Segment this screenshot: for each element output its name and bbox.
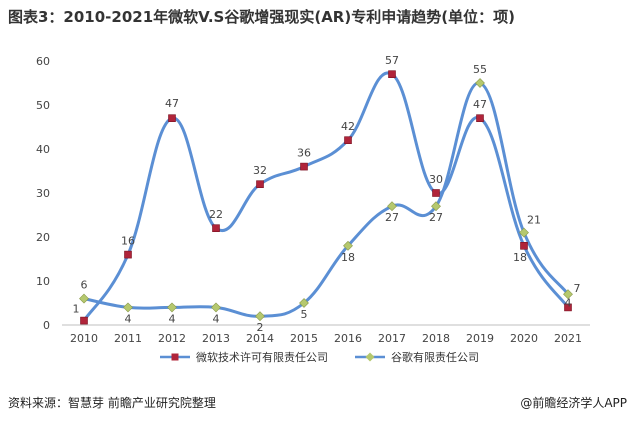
- data-label: 36: [297, 147, 311, 160]
- google-point: [255, 311, 265, 322]
- microsoft-point: [80, 316, 88, 325]
- microsoft-point: [564, 303, 572, 312]
- source-note: 资料来源：智慧芽 前瞻产业研究院整理: [8, 396, 216, 410]
- data-label: 16: [121, 235, 135, 248]
- google-point: [299, 298, 309, 308]
- data-label: 1: [73, 303, 80, 316]
- google-point: [79, 293, 89, 304]
- data-label: 4: [213, 312, 220, 325]
- data-label: 27: [385, 211, 399, 224]
- data-label: 7: [574, 282, 581, 295]
- data-label: 18: [513, 251, 527, 264]
- microsoft-point: [520, 242, 528, 250]
- x-tick-label: 2015: [290, 332, 318, 345]
- microsoft-point: [300, 162, 308, 171]
- y-tick-label: 50: [36, 99, 50, 112]
- x-tick-label: 2018: [422, 332, 450, 345]
- series-markers-microsoft: 1 16 47 22 32 36 42 57 30 47 18 4: [73, 54, 572, 325]
- x-tick-label: 2014: [246, 332, 274, 345]
- google-point: [431, 201, 441, 212]
- x-tick-label: 2017: [378, 332, 406, 345]
- y-tick-label: 30: [36, 187, 50, 200]
- x-tick-label: 2013: [202, 332, 230, 345]
- legend: 微软技术许可有限责任公司 谷歌有限责任公司: [160, 350, 479, 364]
- x-tick-label: 2021: [554, 332, 582, 345]
- legend-label-google: 谷歌有限责任公司: [391, 350, 479, 364]
- data-label: 32: [253, 164, 267, 177]
- data-label: 57: [385, 54, 399, 67]
- x-tick-label: 2020: [510, 332, 538, 345]
- data-label: 4: [565, 296, 572, 309]
- google-point: [167, 302, 177, 313]
- x-tick-label: 2019: [466, 332, 494, 345]
- google-point: [343, 240, 353, 251]
- data-label: 5: [301, 308, 308, 321]
- legend-label-microsoft: 微软技术许可有限责任公司: [196, 350, 328, 364]
- microsoft-point: [212, 224, 220, 232]
- data-label: 4: [125, 312, 132, 325]
- legend-marker-microsoft: [171, 353, 179, 361]
- data-label: 55: [473, 63, 487, 76]
- data-label: 4: [169, 312, 176, 325]
- y-tick-label: 20: [36, 231, 50, 244]
- microsoft-point: [168, 114, 176, 122]
- data-label: 47: [473, 98, 487, 111]
- google-point: [475, 78, 485, 88]
- microsoft-point: [388, 70, 396, 78]
- y-tick-label: 40: [36, 143, 50, 156]
- microsoft-point: [476, 114, 484, 122]
- data-label: 22: [209, 208, 223, 221]
- x-tick-label: 2010: [70, 332, 98, 345]
- x-tick-label: 2011: [114, 332, 142, 345]
- data-label: 27: [429, 211, 443, 224]
- y-tick-label: 10: [36, 275, 50, 288]
- x-tick-label: 2016: [334, 332, 362, 345]
- microsoft-point: [256, 180, 264, 188]
- data-label: 30: [429, 173, 443, 186]
- google-point: [211, 302, 221, 313]
- microsoft-point: [432, 189, 440, 197]
- data-label: 21: [527, 214, 541, 227]
- y-tick-label: 60: [36, 55, 50, 68]
- brand-label: @前瞻经济学人APP: [520, 396, 627, 410]
- google-point: [387, 201, 397, 212]
- x-tick-label: 2012: [158, 332, 186, 345]
- y-tick-label: 0: [43, 319, 50, 332]
- series-line-google: [83, 81, 570, 318]
- google-point: [123, 302, 133, 313]
- microsoft-point: [124, 250, 132, 259]
- legend-marker-google: [365, 352, 375, 362]
- google-point: [519, 227, 529, 238]
- microsoft-point: [344, 136, 352, 144]
- data-label: 2: [257, 321, 264, 334]
- data-label: 47: [165, 97, 179, 110]
- data-label: 42: [341, 120, 355, 133]
- data-label: 6: [81, 279, 88, 292]
- data-label: 18: [341, 251, 355, 264]
- chart-title: 图表3：2010-2021年微软V.S谷歌增强现实(AR)专利申请趋势(单位：项…: [8, 8, 515, 26]
- google-point: [563, 289, 573, 300]
